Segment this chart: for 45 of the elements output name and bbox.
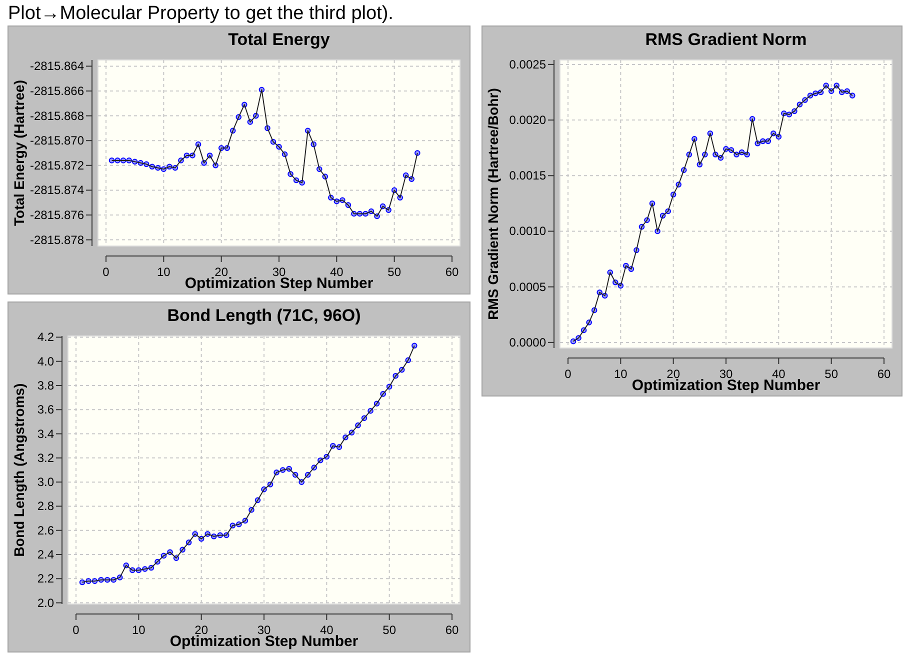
- x-tick-label: 0: [102, 265, 110, 279]
- y-tick-label: 0.0015: [509, 168, 546, 183]
- chart-title: Total Energy: [228, 30, 330, 49]
- y-tick-label: -2815.866: [30, 84, 84, 98]
- y-tick-label: 3.8: [37, 378, 54, 392]
- y-tick-label: 4.2: [37, 330, 54, 344]
- x-tick-label: 10: [132, 623, 146, 637]
- y-tick-label: 2.4: [37, 548, 54, 562]
- y-tick-label: 0.0025: [509, 57, 546, 72]
- y-tick-label: -2815.878: [30, 232, 84, 247]
- x-tick-label: 10: [156, 265, 171, 279]
- y-tick-label: -2815.874: [30, 183, 84, 198]
- x-tick-label: 0: [564, 367, 572, 381]
- y-tick-label: 2.0: [37, 596, 54, 610]
- y-tick-label: 0.0005: [509, 280, 546, 294]
- chart-title: RMS Gradient Norm: [645, 30, 807, 49]
- x-tick-label: 50: [382, 623, 396, 637]
- x-tick-label: 60: [877, 367, 891, 381]
- y-tick-label: 3.4: [37, 426, 54, 441]
- y-tick-label: 0.0000: [509, 335, 546, 350]
- text: Plot→Molecular Property to get the third plot).: [8, 3, 394, 24]
- y-tick-label: 2.6: [37, 523, 54, 538]
- y-tick-label: 3.6: [37, 402, 54, 417]
- y-tick-label: -2815.870: [30, 134, 84, 148]
- chart-title: Bond Length (71C, 96O): [167, 306, 361, 325]
- y-axis-title: Bond Length (Angstroms): [11, 383, 27, 557]
- y-tick-label: -2815.864: [30, 59, 84, 74]
- x-tick-label: 0: [72, 623, 80, 637]
- y-tick-label: -2815.876: [30, 208, 84, 222]
- x-tick-label: 50: [824, 367, 838, 381]
- x-tick-label: 60: [445, 623, 459, 637]
- x-tick-label: 10: [614, 367, 628, 381]
- y-tick-label: 2.8: [37, 499, 54, 514]
- y-tick-label: 4.0: [37, 354, 54, 368]
- y-tick-label: -2815.872: [30, 158, 84, 172]
- y-tick-label: -2815.868: [30, 108, 84, 123]
- y-tick-label: 0.0010: [509, 224, 546, 238]
- x-tick-label: 60: [445, 265, 459, 279]
- x-tick-label: 50: [388, 265, 402, 279]
- y-tick-label: 3.2: [37, 450, 54, 465]
- y-axis-title: Total Energy (Hartree): [11, 80, 27, 226]
- y-axis-title: RMS Gradient Norm (Hartree/Bohr): [485, 88, 501, 320]
- y-tick-label: 3.0: [37, 475, 54, 490]
- y-tick-label: 0.0020: [509, 113, 546, 128]
- y-tick-label: 2.2: [37, 572, 54, 586]
